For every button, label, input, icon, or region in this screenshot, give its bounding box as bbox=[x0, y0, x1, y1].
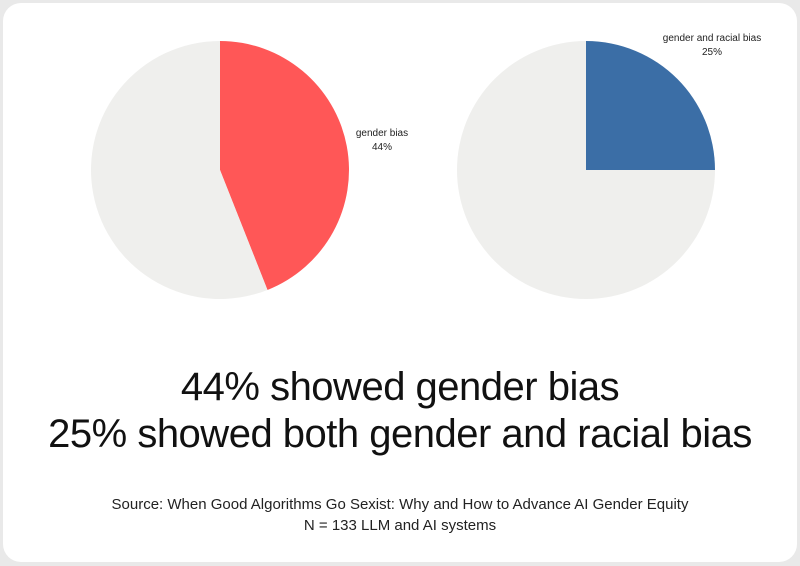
slice-label-gender-bias: gender bias bbox=[356, 128, 408, 139]
headline-line-2: 25% showed both gender and racial bias bbox=[48, 412, 752, 456]
pie-1-slice-1 bbox=[457, 41, 715, 299]
slice-value-gender-racial-bias: 25% bbox=[702, 47, 722, 58]
pie-chart-gender-bias bbox=[90, 41, 349, 299]
pie-1-slice-0 bbox=[586, 41, 715, 170]
source-citation: Source: When Good Algorithms Go Sexist: … bbox=[111, 496, 689, 513]
sample-size-note: N = 133 LLM and AI systems bbox=[303, 517, 497, 534]
slice-label-gender-racial-bias: gender and racial bias bbox=[663, 33, 761, 44]
pie-0-slice-0 bbox=[220, 41, 349, 290]
pie-0-slice-1 bbox=[90, 41, 268, 299]
headline-line-1: 44% showed gender bias bbox=[180, 365, 620, 409]
slice-value-gender-bias: 44% bbox=[372, 142, 392, 153]
pie-chart-gender-racial-bias bbox=[457, 41, 715, 299]
